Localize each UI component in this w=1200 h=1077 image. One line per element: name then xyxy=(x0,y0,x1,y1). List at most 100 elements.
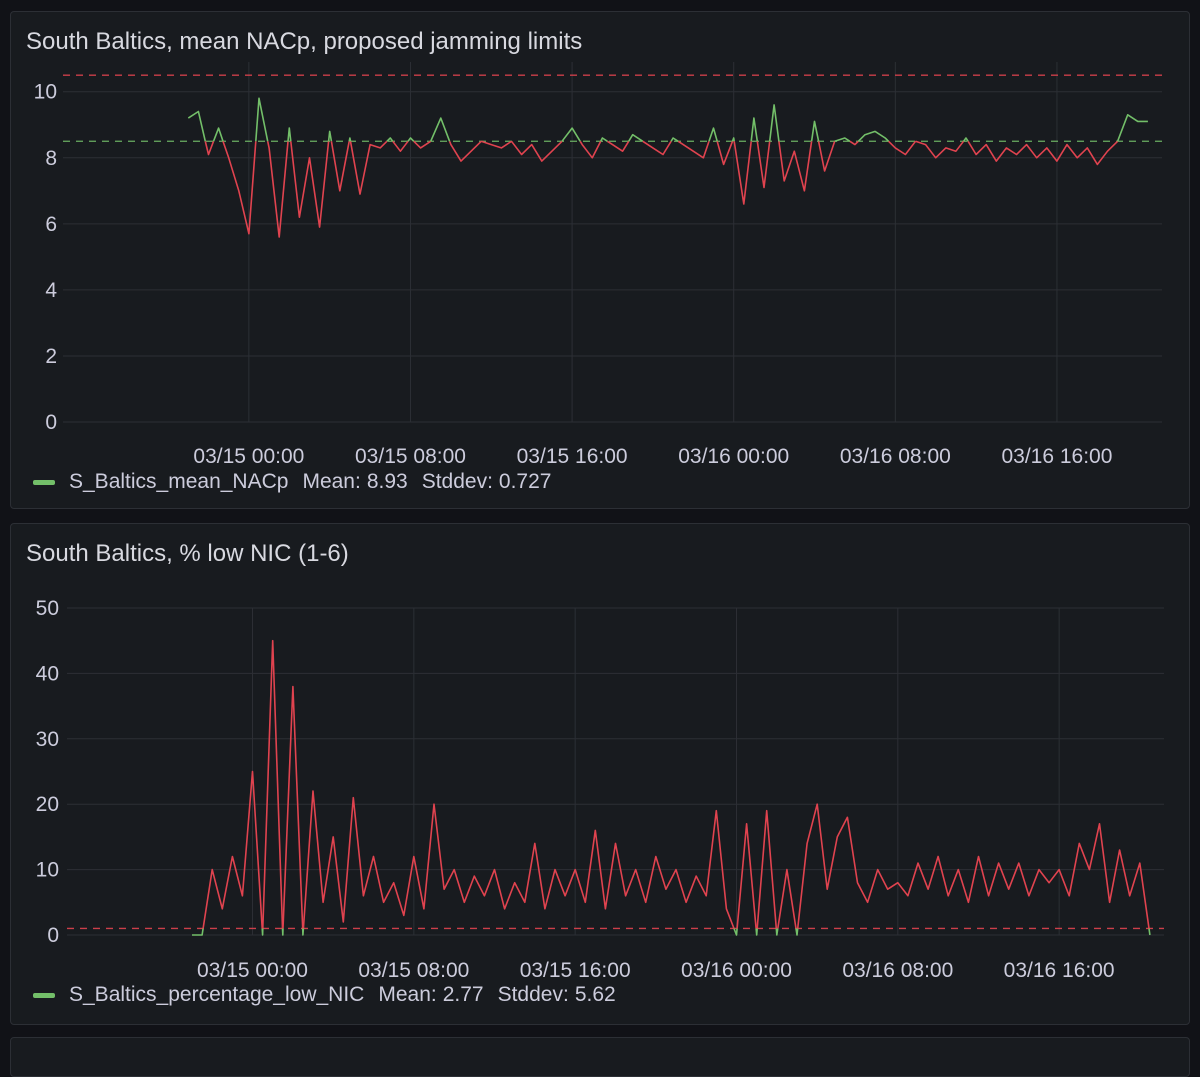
series-line-segment xyxy=(290,141,330,228)
low-nic-chart: 0 10 20 30 40 50 03/15 00:00 03/15 08:00 03/15 1… xyxy=(36,597,1164,982)
y-tick-label: 2 xyxy=(45,345,57,368)
series-line-segment xyxy=(262,639,284,929)
y-tick-label: 8 xyxy=(45,147,57,170)
y-tick-label: 10 xyxy=(34,81,57,104)
series-line-segment xyxy=(204,141,215,156)
series-line-segment xyxy=(579,140,602,159)
x-tick-label: 03/15 16:00 xyxy=(517,445,628,468)
series-line-segment xyxy=(301,928,305,936)
series-line-segment xyxy=(392,140,409,152)
series-line-segment xyxy=(755,928,758,936)
x-tick-label: 03/16 08:00 xyxy=(840,445,951,468)
series-line-segment xyxy=(255,97,269,142)
series-line-segment xyxy=(1116,114,1148,142)
x-tick-label: 03/16 00:00 xyxy=(678,445,789,468)
series-line-segment xyxy=(261,928,264,936)
series-line-segment xyxy=(796,803,1150,929)
series-line-segment xyxy=(386,137,394,142)
series-line-segment xyxy=(670,137,679,142)
legend-series-name[interactable]: S_Baltics_percentage_low_NIC xyxy=(69,983,365,1006)
y-tick-label: 0 xyxy=(45,411,57,434)
series-line-segment xyxy=(606,140,630,152)
series-line-segment xyxy=(834,137,851,143)
nacp-chart: 0 2 4 6 8 10 03/15 00:00 03/15 08:00 03/15 16:00… xyxy=(34,62,1162,468)
series-line-segment xyxy=(480,140,512,149)
x-tick-label: 03/15 16:00 xyxy=(520,959,631,982)
legend-series-name[interactable]: S_Baltics_mean_NACp xyxy=(69,470,289,493)
series-line-segment xyxy=(810,120,820,142)
y-tick-label: 30 xyxy=(36,728,59,751)
legend-stddev-value: 0.727 xyxy=(498,470,552,493)
series-line-segment xyxy=(349,140,388,195)
series-line-segment xyxy=(212,127,224,142)
legend-swatch xyxy=(33,479,55,485)
series-line-segment xyxy=(736,822,757,929)
legend-stddev-label: Stddev: xyxy=(497,983,569,1006)
y-tick-label: 4 xyxy=(45,279,57,302)
series-line-segment xyxy=(733,141,752,205)
series-line-segment xyxy=(413,140,432,149)
series-line-segment xyxy=(642,140,672,156)
series-line-segment xyxy=(281,928,284,936)
series-line-segment xyxy=(750,117,759,142)
y-tick-label: 20 xyxy=(36,793,59,816)
series-line-segment xyxy=(967,140,1119,166)
series-line-segment xyxy=(628,133,644,142)
series-line-segment xyxy=(187,110,207,142)
series-line-segment xyxy=(202,770,263,929)
series-line-segment xyxy=(429,117,451,142)
x-tick-label: 03/16 16:00 xyxy=(1004,959,1115,982)
series-line-segment xyxy=(1148,928,1151,936)
panel-title[interactable]: South Baltics, mean NACp, proposed jammi… xyxy=(26,28,583,55)
series-line-segment xyxy=(733,928,738,936)
x-tick-label: 03/16 16:00 xyxy=(1001,445,1112,468)
series-line-segment xyxy=(795,928,799,936)
y-tick-label: 10 xyxy=(36,859,59,882)
y-tick-label: 6 xyxy=(45,213,57,236)
series-line-segment xyxy=(768,104,780,142)
series-line-segment xyxy=(407,137,415,142)
series-line-segment xyxy=(561,127,581,142)
legend-mean-value: 2.77 xyxy=(442,983,484,1006)
series-line-segment xyxy=(192,928,204,936)
low-nic-panel: South Baltics, % low NIC (1-6) 0 10 20 30 40… xyxy=(10,523,1190,1025)
series-line-segment xyxy=(817,141,836,172)
series-line-segment xyxy=(330,141,350,192)
legend-stddev-value: 5.62 xyxy=(574,983,616,1006)
series-line-segment xyxy=(599,137,608,142)
y-tick-label: 0 xyxy=(47,924,59,947)
legend[interactable]: S_Baltics_mean_NACp Mean: 8.93 Stddev: 0… xyxy=(33,470,565,494)
series-line-segment xyxy=(857,130,890,142)
series-line-segment xyxy=(448,140,482,162)
x-tick-label: 03/15 08:00 xyxy=(358,959,469,982)
panel-title[interactable]: South Baltics, % low NIC (1-6) xyxy=(26,540,349,567)
series-line-segment xyxy=(348,137,352,142)
series-line-segment xyxy=(222,141,257,235)
series-line-segment xyxy=(915,140,965,159)
series-line-segment xyxy=(756,809,778,929)
x-tick-label: 03/16 00:00 xyxy=(681,959,792,982)
series-line-segment xyxy=(716,141,734,166)
x-tick-label: 03/15 08:00 xyxy=(355,445,466,468)
series-line-segment xyxy=(708,127,718,142)
nacp-panel: South Baltics, mean NACp, proposed jammi… xyxy=(10,11,1190,509)
legend-mean-label: Mean: xyxy=(378,983,437,1006)
series-line-segment xyxy=(777,868,797,929)
next-panel-edge xyxy=(10,1037,1190,1077)
series-line-segment xyxy=(778,141,813,192)
legend[interactable]: S_Baltics_percentage_low_NIC Mean: 2.77 … xyxy=(33,983,630,1007)
series-line-segment xyxy=(302,790,735,929)
series-line-segment xyxy=(327,130,333,142)
x-tick-label: 03/15 00:00 xyxy=(197,959,308,982)
legend-mean-value: 8.93 xyxy=(366,470,408,493)
legend-mean-label: Mean: xyxy=(302,470,361,493)
series-line-segment xyxy=(888,140,917,156)
series-line-segment xyxy=(849,140,859,146)
series-line-segment xyxy=(282,685,304,929)
series-line-segment xyxy=(756,141,771,189)
series-line-segment xyxy=(510,140,563,162)
legend-stddev-label: Stddev: xyxy=(421,470,493,493)
series-line-segment xyxy=(731,137,735,142)
y-tick-label: 50 xyxy=(36,597,59,620)
x-tick-label: 03/16 08:00 xyxy=(842,959,953,982)
